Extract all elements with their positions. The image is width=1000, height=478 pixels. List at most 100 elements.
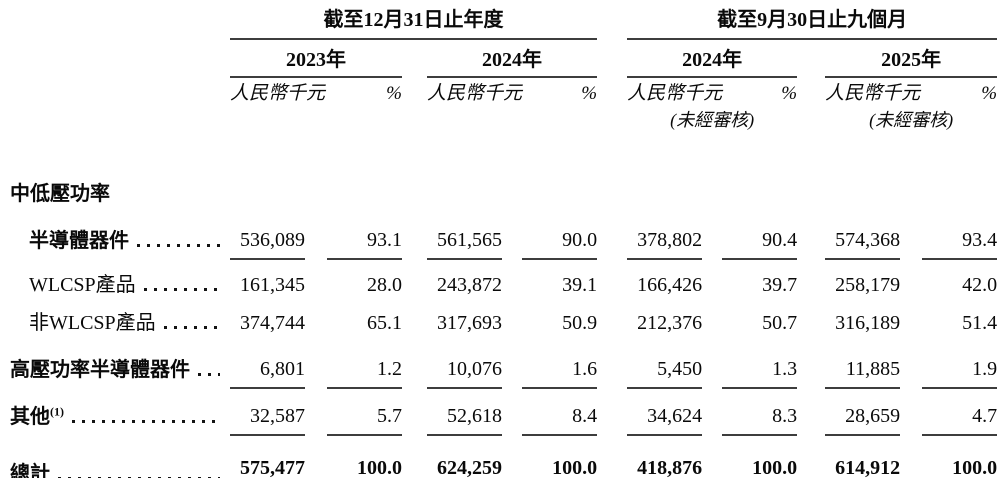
group-gap <box>797 39 825 77</box>
amount-cell: 575,477 <box>230 435 305 478</box>
percent-cell: 65.1 <box>367 312 402 334</box>
footnote-marker: (1) <box>50 404 64 419</box>
percent-cell: 93.4 <box>922 212 998 260</box>
amount-cell: 166,426 <box>637 274 703 296</box>
group-gap <box>597 303 627 341</box>
unit-header: 人民幣千元 <box>627 83 723 105</box>
inner-gap <box>502 212 522 259</box>
row-label: WLCSP產品 <box>29 274 136 296</box>
dot-leader <box>58 476 220 478</box>
row-label-cell: 非WLCSP產品 <box>10 303 230 341</box>
year-header-2023: 2023年 <box>230 39 402 78</box>
spacer-row <box>10 136 997 178</box>
inner-gap <box>305 435 327 478</box>
group-gap <box>402 77 427 108</box>
year-header-2024: 2024年 <box>427 39 598 78</box>
group-gap <box>597 341 627 388</box>
table-row: 其他(1) 32,587 5.7 52,618 8.4 34,624 8.3 2… <box>10 388 998 436</box>
amount-cell: 418,876 <box>627 435 703 478</box>
inner-gap <box>305 212 327 259</box>
group-gap <box>597 108 627 136</box>
group-gap <box>597 39 627 77</box>
percent-cell: 8.3 <box>722 388 798 436</box>
amount-cell: 5,450 <box>627 341 703 389</box>
inner-gap <box>502 435 522 478</box>
amount-cell: 316,189 <box>835 312 901 334</box>
inner-gap <box>702 259 722 303</box>
group-gap <box>402 212 427 259</box>
inner-gap <box>702 388 722 435</box>
row-label: 其他(1) <box>10 404 64 428</box>
empty-cell <box>427 108 597 136</box>
unit-header: 人民幣千元 <box>230 83 326 105</box>
percent-cell: 50.7 <box>762 312 798 334</box>
corner-cell <box>10 77 230 108</box>
amount-cell: 624,259 <box>427 435 502 478</box>
dot-leader <box>137 244 220 247</box>
inner-gap <box>702 303 722 341</box>
percent-cell: 28.0 <box>367 274 402 296</box>
table-row: 高壓功率半導體器件 6,801 1.2 10,076 1.6 5,450 1.3… <box>10 341 998 389</box>
percent-cell: 4.7 <box>922 388 998 436</box>
period-header-9m: 截至9月30日止九個月 <box>627 4 998 40</box>
group-gap <box>402 388 427 435</box>
period-header-fy: 截至12月31日止年度 <box>230 4 598 40</box>
dot-leader <box>198 373 220 376</box>
unit-header: 人民幣千元 <box>427 83 523 105</box>
dot-leader <box>72 420 220 423</box>
row-label: 總計 <box>10 462 50 478</box>
amount-cell: 212,376 <box>637 312 703 334</box>
amount-cell: 614,912 <box>825 435 901 478</box>
inner-gap <box>305 341 327 388</box>
group-gap <box>597 77 627 108</box>
inner-gap <box>502 388 522 435</box>
group-gap <box>797 108 825 136</box>
amount-cell: 378,802 <box>627 212 703 260</box>
row-label-cell: WLCSP產品 <box>10 259 230 303</box>
inner-gap <box>502 303 522 341</box>
percent-cell: 42.0 <box>962 274 998 296</box>
inner-gap <box>900 435 922 478</box>
group-gap <box>597 435 627 478</box>
amount-cell: 34,624 <box>627 388 703 436</box>
unaudited-row: (未經審核) (未經審核) <box>10 108 997 136</box>
amount-cell: 10,076 <box>427 341 502 389</box>
table-row: 非WLCSP產品 374,744 65.1 317,693 50.9 212,3… <box>10 303 997 341</box>
total-row: 總計 575,477 100.0 624,259 100.0 418,876 1… <box>10 435 998 478</box>
percent-cell: 5.7 <box>327 388 402 436</box>
unit-header-row: 人民幣千元 % 人民幣千元 % 人民幣千元 % 人民幣千元 % <box>10 77 997 108</box>
group-gap <box>797 77 825 108</box>
percent-cell: 90.0 <box>522 212 598 260</box>
year-header-row: 2023年 2024年 2024年 2025年 <box>10 39 998 78</box>
group-gap <box>797 435 825 478</box>
amount-cell: 574,368 <box>825 212 901 260</box>
group-gap <box>597 4 627 39</box>
inner-gap <box>305 259 327 303</box>
row-label-cell: 半導體器件 <box>10 212 230 259</box>
dot-leader <box>163 326 220 329</box>
group-gap <box>797 212 825 259</box>
row-label: 非WLCSP產品 <box>29 312 156 334</box>
group-gap <box>402 435 427 478</box>
row-label-cell: 高壓功率半導體器件 <box>10 341 230 388</box>
percent-cell: 1.6 <box>522 341 598 389</box>
amount-cell: 161,345 <box>240 274 305 296</box>
row-label: 高壓功率半導體器件 <box>10 359 190 381</box>
group-gap <box>797 259 825 303</box>
percent-cell: 100.0 <box>327 435 402 478</box>
section-row: 中低壓功率 <box>10 178 997 212</box>
percent-cell: 1.9 <box>922 341 998 389</box>
inner-gap <box>702 341 722 388</box>
group-gap <box>797 303 825 341</box>
table-row: WLCSP產品 161,345 28.0 243,872 39.1 166,42… <box>10 259 997 303</box>
percent-cell: 50.9 <box>562 312 598 334</box>
percent-header: % <box>781 83 798 105</box>
revenue-breakdown-table: 截至12月31日止年度 截至9月30日止九個月 2023年 2024年 2024… <box>10 4 998 478</box>
inner-gap <box>702 435 722 478</box>
inner-gap <box>305 303 327 341</box>
percent-header: % <box>981 83 998 105</box>
inner-gap <box>502 259 522 303</box>
row-label-cell: 總計 <box>10 435 230 478</box>
inner-gap <box>305 388 327 435</box>
unit-header: 人民幣千元 <box>825 83 921 105</box>
